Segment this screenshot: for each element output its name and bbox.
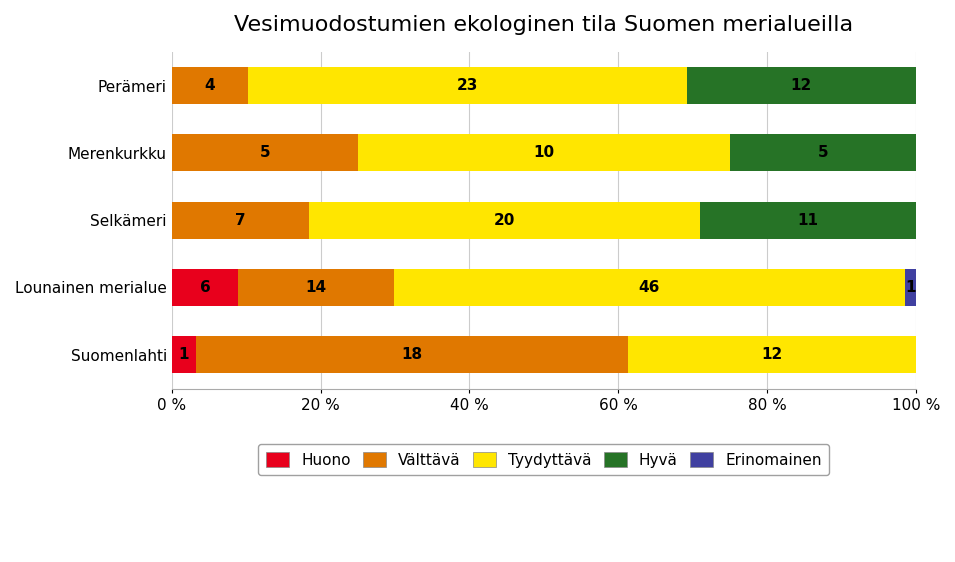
Bar (627, 336, 916, 373)
Bar (700, 202, 916, 239)
Bar (358, 134, 730, 171)
Bar (904, 269, 916, 306)
Bar (308, 202, 700, 239)
Text: 5: 5 (260, 146, 270, 160)
Text: 14: 14 (306, 280, 327, 295)
Text: 18: 18 (401, 347, 422, 362)
Text: 12: 12 (761, 347, 782, 362)
Text: 12: 12 (791, 78, 812, 93)
Text: 23: 23 (456, 78, 478, 93)
Text: 5: 5 (817, 146, 828, 160)
Bar (687, 67, 916, 104)
Text: 10: 10 (533, 146, 554, 160)
Bar (172, 269, 239, 306)
Text: 6: 6 (200, 280, 210, 295)
Text: 11: 11 (797, 212, 818, 228)
Bar (172, 67, 248, 104)
Title: Vesimuodostumien ekologinen tila Suomen merialueilla: Vesimuodostumien ekologinen tila Suomen … (234, 15, 854, 35)
Bar (172, 336, 196, 373)
Bar (248, 67, 687, 104)
Text: 46: 46 (639, 280, 660, 295)
Bar (239, 269, 393, 306)
Text: 7: 7 (235, 212, 245, 228)
Text: 1: 1 (179, 347, 189, 362)
Text: 4: 4 (204, 78, 215, 93)
Legend: Huono, Välttävä, Tyydyttävä, Hyvä, Erinomainen: Huono, Välttävä, Tyydyttävä, Hyvä, Erino… (259, 444, 829, 475)
Bar (172, 202, 308, 239)
Bar (393, 269, 904, 306)
Bar (172, 134, 358, 171)
Bar (730, 134, 916, 171)
Text: 20: 20 (494, 212, 516, 228)
Bar (196, 336, 627, 373)
Text: 1: 1 (905, 280, 916, 295)
